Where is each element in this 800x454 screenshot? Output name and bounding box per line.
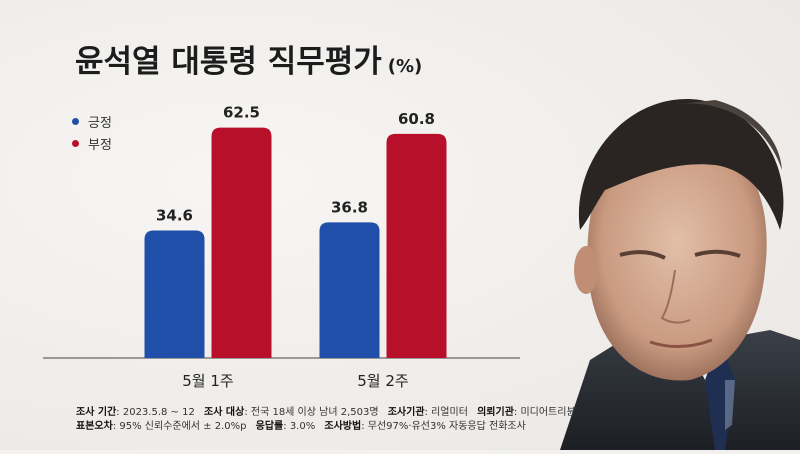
note-label: 표본오차 [76, 421, 113, 432]
x-tick-label-1: 5월 1주 [182, 372, 233, 390]
survey-notes: 조사 기간: 2023.5.8 ~ 12 조사 대상: 전국 18세 이상 남녀… [76, 406, 582, 434]
legend-item-negative: 부정 [72, 132, 112, 154]
note-value: : 2023.5.8 ~ 12 [116, 407, 195, 418]
legend-dot-negative [72, 139, 79, 147]
bar-negative-1 [211, 127, 272, 359]
survey-notes-line-1: 조사 기간: 2023.5.8 ~ 12 조사 대상: 전국 18세 이상 남녀… [76, 406, 582, 420]
note-value: : 리얼미터 [424, 407, 468, 418]
legend: 긍정 부정 [72, 110, 112, 154]
data-label-positive-1: 34.6 [156, 206, 193, 224]
legend-label-positive: 긍정 [88, 115, 112, 131]
note-label: 응답률 [255, 421, 284, 432]
note-value: : 전국 18세 이상 남녀 2,503명 [244, 407, 379, 418]
chart-title-text: 윤석열 대통령 직무평가 [75, 44, 382, 80]
bar-negative-2 [386, 133, 447, 358]
note-value: : 3.0% [283, 421, 316, 432]
note-label: 의뢰기관 [477, 407, 514, 418]
data-label-positive-2: 36.8 [331, 198, 368, 216]
note-value: : 95% 신뢰수준에서 ± 2.0%p [112, 421, 247, 432]
note-value: : 무선97%·유선3% 자동응답 전화조사 [361, 421, 526, 432]
note-label: 조사방법 [324, 421, 362, 432]
note-label: 조사 대상 [204, 407, 245, 418]
chart-title: 윤석열 대통령 직무평가 (%) [75, 36, 422, 81]
survey-notes-line-2: 표본오차: 95% 신뢰수준에서 ± 2.0%p 응답률: 3.0% 조사방법:… [76, 420, 582, 434]
data-label-negative-1: 62.5 [223, 104, 260, 122]
legend-item-positive: 긍정 [72, 110, 112, 132]
note-value: : 미디어트리뷴 [513, 407, 576, 418]
bar-positive-2 [319, 222, 380, 358]
legend-dot-positive [72, 117, 79, 125]
note-label: 조사 기간 [76, 407, 117, 418]
chart-title-unit: (%) [387, 56, 423, 77]
note-label: 조사기관 [387, 407, 425, 418]
bar-positive-1 [144, 230, 205, 358]
legend-label-negative: 부정 [88, 137, 112, 153]
data-label-negative-2: 60.8 [398, 110, 435, 128]
politician-portrait-image [560, 99, 800, 450]
x-tick-label-2: 5월 2주 [357, 372, 408, 390]
